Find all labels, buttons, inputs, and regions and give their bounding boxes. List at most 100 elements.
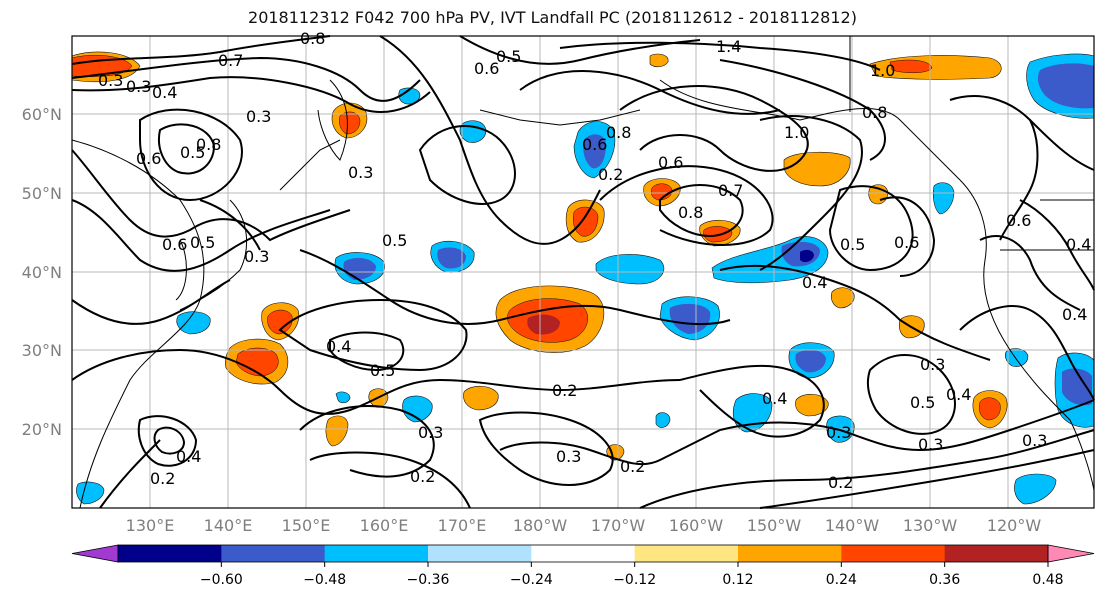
contour-line: [71, 35, 331, 65]
contour-line: [71, 279, 231, 325]
colorbar-segment: [531, 545, 636, 562]
contour-line: [309, 451, 471, 509]
contour-label: 0.5: [370, 361, 395, 380]
fill-region: [830, 287, 855, 309]
contour-line: [459, 35, 701, 65]
contour-label: 0.3: [826, 423, 851, 442]
contour-line: [199, 199, 261, 251]
contour-line: [1019, 199, 1095, 291]
colorbar-extend-min: [71, 544, 119, 563]
colorbar-segment: [738, 545, 842, 562]
contour-line: [828, 185, 914, 272]
contour-label: 0.3: [98, 71, 123, 90]
contour-label: 0.4: [802, 273, 827, 292]
contour-label: 0.5: [910, 393, 935, 412]
colorbar-segment: [944, 545, 1049, 562]
lon-tick-label: 140°E: [204, 516, 253, 535]
contour-line: [153, 426, 186, 455]
contour-line: [99, 439, 161, 509]
colorbar-segment: [118, 545, 222, 562]
contour-lines: [71, 35, 1095, 509]
lon-tick-label: 130°E: [126, 516, 175, 535]
fill-region: [76, 481, 105, 505]
page-title: 2018112312 F042 700 hPa PV, IVT Landfall…: [248, 8, 857, 27]
contour-label: 0.4: [152, 83, 177, 102]
contour-line: [299, 405, 435, 478]
contour-label: 0.6: [582, 135, 607, 154]
contour-label: 0.3: [418, 423, 443, 442]
contour-label: 0.5: [496, 47, 521, 66]
fill-region: [889, 59, 933, 73]
contour-label: 0.2: [620, 457, 645, 476]
colorbar-tick-label: −0.60: [200, 572, 243, 588]
fill-region: [979, 397, 1001, 421]
colorbar-tick-label: −0.24: [510, 572, 553, 588]
contour-label: 0.2: [150, 469, 175, 488]
contour-line: [139, 108, 243, 202]
contour-line: [759, 449, 1095, 509]
fill-region: [573, 206, 599, 237]
contour-label: 0.4: [176, 447, 201, 466]
colorbar-tick-label: −0.12: [613, 572, 656, 588]
fill-region: [932, 182, 955, 215]
fill-region: [651, 183, 673, 201]
lon-tick-label: 160°W: [669, 516, 724, 535]
lon-tick-label: 150°W: [747, 516, 802, 535]
contour-line: [71, 199, 331, 272]
fill-region: [800, 249, 814, 263]
contour-line: [71, 56, 421, 102]
lat-tick-label: 30°N: [22, 341, 62, 360]
colorbar-segment: [428, 545, 532, 562]
contour-line: [719, 399, 1095, 452]
lon-tick-label: 130°W: [903, 516, 958, 535]
contour-label: 0.3: [244, 247, 269, 266]
contour-line: [759, 115, 863, 271]
contour-label: 0.6: [162, 235, 187, 254]
kamchatka-coast: [317, 79, 348, 161]
lat-axis: 60°N 50°N 40°N 30°N 20°N: [22, 105, 62, 439]
contour-line: [1029, 119, 1095, 171]
colorbar-segment: [841, 545, 946, 562]
fill-region: [669, 303, 711, 334]
contour-label: 0.5: [190, 233, 215, 252]
korea-coast: [175, 239, 187, 301]
contour-line: [71, 348, 681, 415]
lon-tick-label: 160°E: [360, 516, 409, 535]
contour-label: 0.7: [218, 51, 243, 70]
fill-region: [1004, 348, 1029, 367]
fill-region: [235, 347, 279, 377]
contour-label: 0.8: [196, 135, 221, 154]
fill-region: [583, 134, 606, 169]
contour-label: 0.5: [840, 235, 865, 254]
colorbar-segment: [634, 545, 739, 562]
kuril-islands: [279, 139, 341, 191]
contour-line: [719, 59, 886, 161]
fill-region: [325, 415, 349, 447]
contour-label: 0.4: [762, 389, 787, 408]
colorbar-border: [117, 544, 1049, 563]
contour-line: [867, 354, 956, 435]
colorbar-tick-label: −0.48: [303, 572, 346, 588]
contour-line: [499, 429, 721, 466]
contour-label: 1.0: [784, 123, 809, 142]
contour-line: [299, 249, 731, 326]
contour-label: 1.0: [870, 61, 895, 80]
colorbar-tick-label: 0.12: [722, 572, 753, 588]
fill-region: [1062, 368, 1092, 406]
aleutians: [479, 109, 641, 126]
contour-label: 0.2: [410, 467, 435, 486]
contour-line: [478, 411, 614, 486]
contour-line: [158, 123, 216, 175]
contour-label: 0.5: [180, 143, 205, 162]
coastlines: [71, 36, 1095, 509]
contour-label: 0.3: [1022, 431, 1047, 450]
lon-tick-label: 150°E: [282, 516, 331, 535]
contour-line: [719, 264, 991, 361]
contour-label: 0.4: [946, 385, 971, 404]
contour-line: [137, 415, 198, 467]
contour-labels: 0.8 0.7 0.5 0.6 1.4 1.0 0.3 0.4 0.8 0.6 …: [98, 29, 1091, 492]
contour-line: [379, 35, 601, 245]
lon-tick-label: 140°W: [825, 516, 880, 535]
